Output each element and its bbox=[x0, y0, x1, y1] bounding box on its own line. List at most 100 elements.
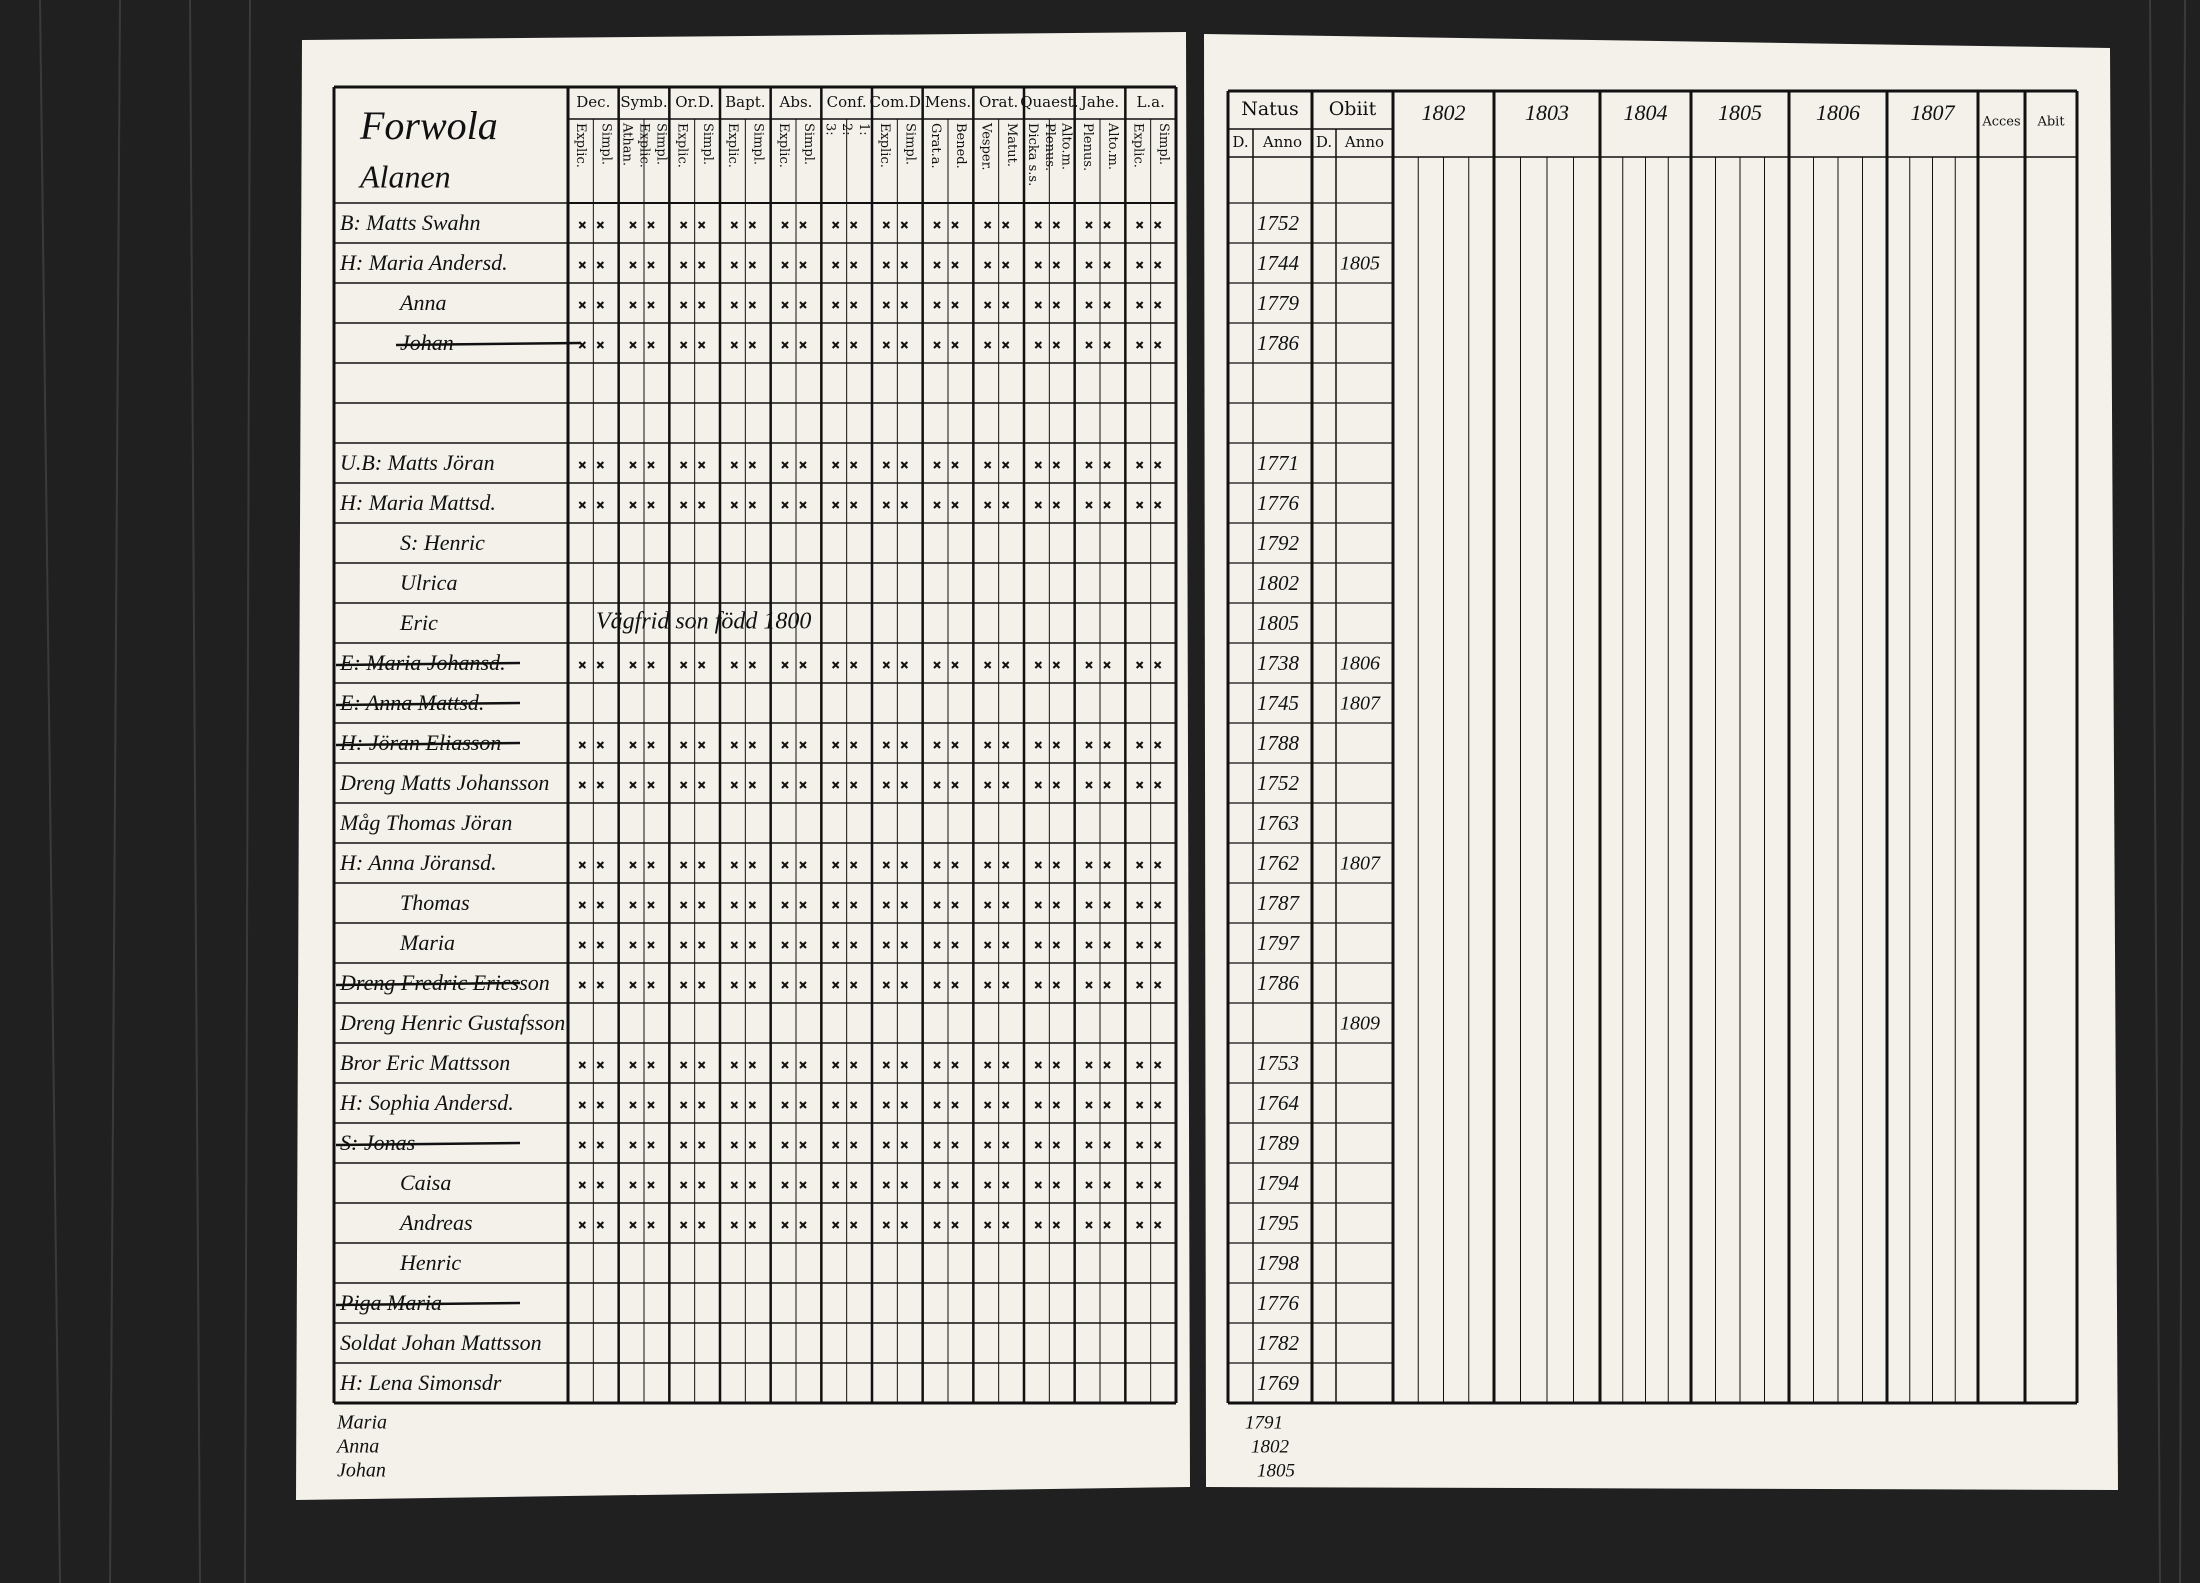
year-header: 1805 bbox=[1718, 100, 1762, 125]
exam-mark bbox=[578, 341, 605, 349]
exam-mark bbox=[629, 1101, 655, 1109]
exam-mark bbox=[781, 901, 807, 909]
exam-mark bbox=[1135, 1141, 1162, 1149]
exam-mark bbox=[1135, 981, 1162, 989]
exam-mark bbox=[1135, 501, 1162, 509]
strike-line bbox=[335, 661, 521, 667]
column-header: Quaest. bbox=[1020, 93, 1078, 111]
exam-mark bbox=[679, 1181, 706, 1189]
exam-mark bbox=[882, 221, 909, 229]
exam-mark bbox=[781, 1221, 807, 1229]
exam-mark bbox=[1135, 741, 1162, 749]
column-subheader: Simpl. bbox=[801, 123, 816, 165]
column-subheader: Simpl. bbox=[653, 123, 668, 165]
column-subheader: Plenus. bbox=[1042, 123, 1057, 171]
exam-mark bbox=[781, 981, 807, 989]
exam-mark bbox=[781, 1181, 807, 1189]
exam-mark bbox=[831, 261, 858, 269]
exam-mark bbox=[578, 1181, 605, 1189]
child-birth-year: 1802 bbox=[1251, 1436, 1290, 1457]
exam-mark bbox=[781, 1101, 807, 1109]
exam-mark bbox=[629, 861, 655, 869]
exam-mark bbox=[730, 1181, 757, 1189]
strike-line bbox=[335, 1301, 521, 1307]
exam-mark bbox=[1135, 901, 1162, 909]
column-header: Dec. bbox=[576, 93, 610, 111]
exam-mark bbox=[983, 941, 1010, 949]
exam-mark bbox=[578, 981, 605, 989]
exam-mark bbox=[730, 661, 757, 669]
year-header: 1804 bbox=[1624, 100, 1668, 125]
exam-mark bbox=[831, 501, 858, 509]
exam-mark bbox=[933, 1061, 959, 1069]
exam-mark bbox=[882, 341, 909, 349]
column-subheader: Explic. bbox=[637, 123, 652, 168]
exam-mark bbox=[882, 1221, 909, 1229]
exam-mark bbox=[629, 941, 655, 949]
exam-mark bbox=[1135, 861, 1162, 869]
exam-mark bbox=[578, 1061, 605, 1069]
exam-mark bbox=[1085, 221, 1111, 229]
column-subheader: Bened. bbox=[953, 123, 968, 169]
column-header: Mens. bbox=[925, 93, 971, 111]
exam-mark bbox=[983, 341, 1010, 349]
exam-mark bbox=[831, 941, 858, 949]
exam-mark bbox=[679, 1221, 706, 1229]
column-subheader: Explic. bbox=[725, 123, 740, 168]
exam-mark bbox=[679, 221, 706, 229]
exam-mark bbox=[933, 981, 959, 989]
column-subheader: Simpl. bbox=[599, 123, 614, 165]
exam-mark bbox=[1034, 301, 1061, 309]
exam-mark bbox=[730, 1221, 757, 1229]
exam-mark bbox=[882, 501, 909, 509]
child-name: Johan bbox=[337, 1460, 386, 1482]
exam-mark bbox=[629, 981, 655, 989]
exam-mark bbox=[1034, 941, 1061, 949]
exam-mark bbox=[679, 1101, 706, 1109]
exam-mark bbox=[831, 981, 858, 989]
exam-mark bbox=[831, 661, 858, 669]
birth-year: 1745 bbox=[1257, 691, 1299, 715]
exam-mark bbox=[781, 301, 807, 309]
person-name: Dreng Matts Johansson bbox=[339, 770, 549, 795]
exam-mark bbox=[679, 741, 706, 749]
exam-mark bbox=[781, 661, 807, 669]
person-name: Caisa bbox=[400, 1170, 451, 1195]
exam-mark bbox=[781, 461, 807, 469]
column-subheader: Simpl. bbox=[700, 123, 715, 165]
birth-year: 1782 bbox=[1257, 1331, 1300, 1355]
birth-year: 1771 bbox=[1257, 451, 1299, 475]
exam-mark bbox=[679, 1141, 706, 1149]
exam-mark bbox=[730, 1141, 757, 1149]
birth-year: 1763 bbox=[1257, 811, 1299, 835]
left-page bbox=[296, 32, 1190, 1500]
exam-mark bbox=[679, 461, 706, 469]
exam-mark bbox=[629, 301, 655, 309]
strike-line bbox=[395, 341, 581, 347]
exam-mark bbox=[831, 341, 858, 349]
column-header: Symb. bbox=[620, 93, 667, 111]
exam-mark bbox=[1135, 1181, 1162, 1189]
exam-mark bbox=[679, 261, 706, 269]
person-name: Johan bbox=[400, 330, 454, 355]
exam-mark bbox=[629, 781, 655, 789]
child-birth-year: 1805 bbox=[1257, 1460, 1295, 1481]
exam-mark bbox=[730, 261, 757, 269]
column-subheader: Simpl. bbox=[903, 123, 918, 165]
column-header: Abs. bbox=[779, 93, 813, 111]
exam-mark bbox=[882, 461, 909, 469]
exam-mark bbox=[882, 781, 909, 789]
exam-mark bbox=[933, 1101, 959, 1109]
column-subheader: 3: bbox=[822, 123, 837, 136]
person-name: Eric bbox=[399, 610, 438, 635]
exam-mark bbox=[882, 1101, 909, 1109]
exam-mark bbox=[578, 461, 605, 469]
exam-mark bbox=[629, 661, 655, 669]
exam-mark bbox=[629, 501, 655, 509]
natus-header: Natus bbox=[1241, 98, 1299, 120]
person-name: Bror Eric Mattsson bbox=[340, 1050, 510, 1075]
exam-mark bbox=[1085, 781, 1111, 789]
exam-mark bbox=[730, 221, 757, 229]
birth-year: 1794 bbox=[1257, 1171, 1300, 1195]
birth-year: 1738 bbox=[1257, 651, 1300, 675]
